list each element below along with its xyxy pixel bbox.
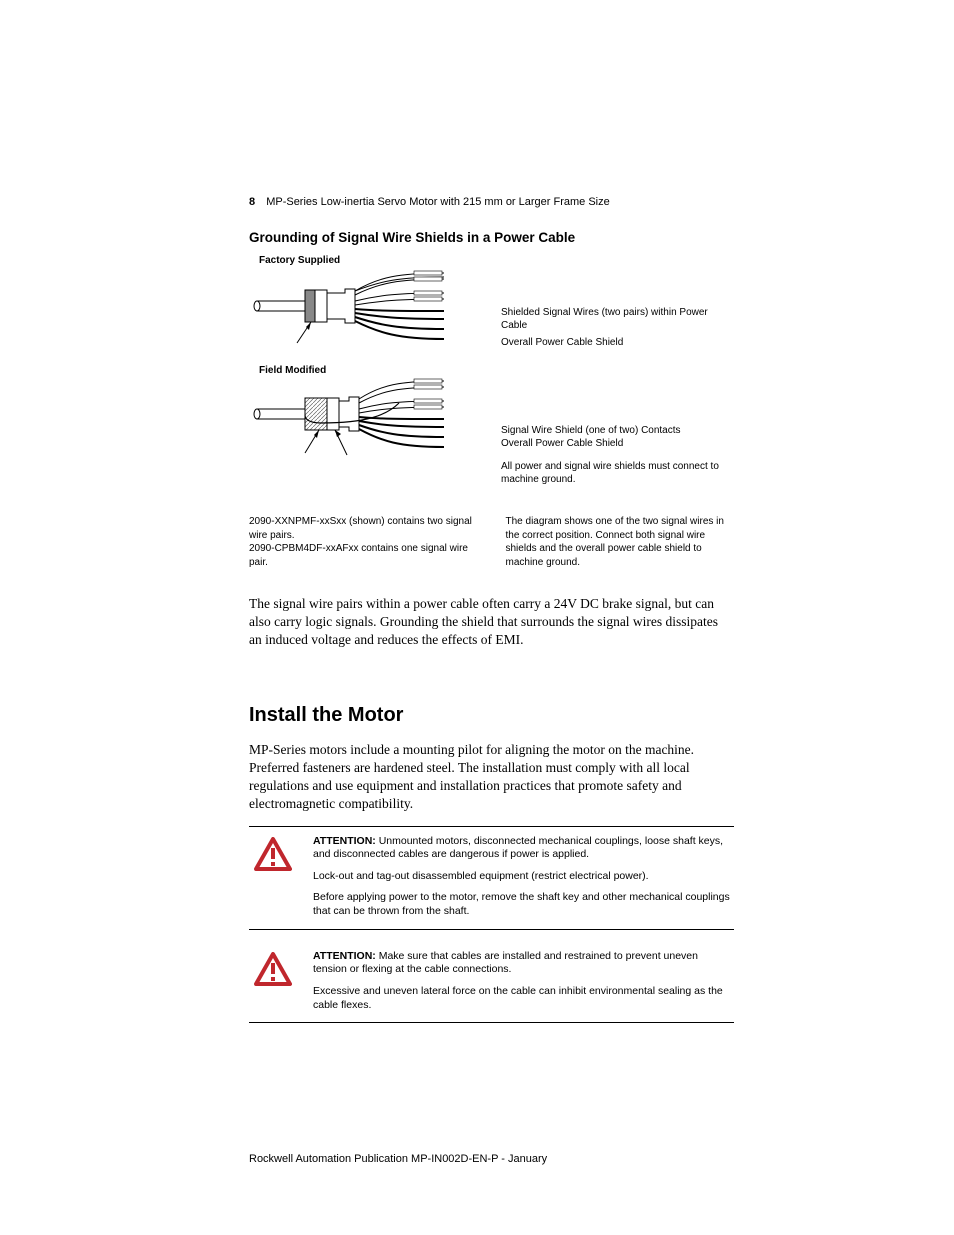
page-number: 8 xyxy=(249,196,255,208)
caption-right: The diagram shows one of the two signal … xyxy=(506,515,735,569)
attention-icon xyxy=(249,835,297,871)
doc-title: MP-Series Low-inertia Servo Motor with 2… xyxy=(266,196,610,208)
attention-block-1: ATTENTION: Unmounted motors, disconnecte… xyxy=(249,826,734,930)
section-heading-install: Install the Motor xyxy=(249,704,734,727)
annot-shielded-pairs: Shielded Signal Wires (two pairs) within… xyxy=(501,307,711,332)
main-content: Grounding of Signal Wire Shields in a Po… xyxy=(249,230,734,1023)
attention-icon xyxy=(249,950,297,986)
diagram-captions: 2090-XXNPMF-xxSxx (shown) contains two s… xyxy=(249,515,734,575)
footer-publication: Rockwell Automation Publication MP-IN002… xyxy=(249,1153,547,1165)
figure-title: Grounding of Signal Wire Shields in a Po… xyxy=(249,230,734,245)
attention-text-2: ATTENTION: Make sure that cables are ins… xyxy=(297,950,734,1013)
attention-block-2: ATTENTION: Make sure that cables are ins… xyxy=(249,942,734,1024)
caption-left: 2090-XXNPMF-xxSxx (shown) contains two s… xyxy=(249,515,478,569)
attention-text-1: ATTENTION: Unmounted motors, disconnecte… xyxy=(297,835,734,919)
page-header: 8 MP-Series Low-inertia Servo Motor with… xyxy=(249,196,610,208)
label-field: Field Modified xyxy=(259,365,326,376)
cable-diagram: Factory Supplied Field Modified Shielded… xyxy=(249,255,734,503)
install-paragraph: MP-Series motors include a mounting pilo… xyxy=(249,741,734,814)
annot-ground: All power and signal wire shields must c… xyxy=(501,461,731,486)
annot-overall-shield: Overall Power Cable Shield xyxy=(501,337,623,350)
label-factory: Factory Supplied xyxy=(259,255,340,266)
body-paragraph-1: The signal wire pairs within a power cab… xyxy=(249,595,734,650)
annot-contact: Signal Wire Shield (one of two) Contacts… xyxy=(501,425,711,450)
